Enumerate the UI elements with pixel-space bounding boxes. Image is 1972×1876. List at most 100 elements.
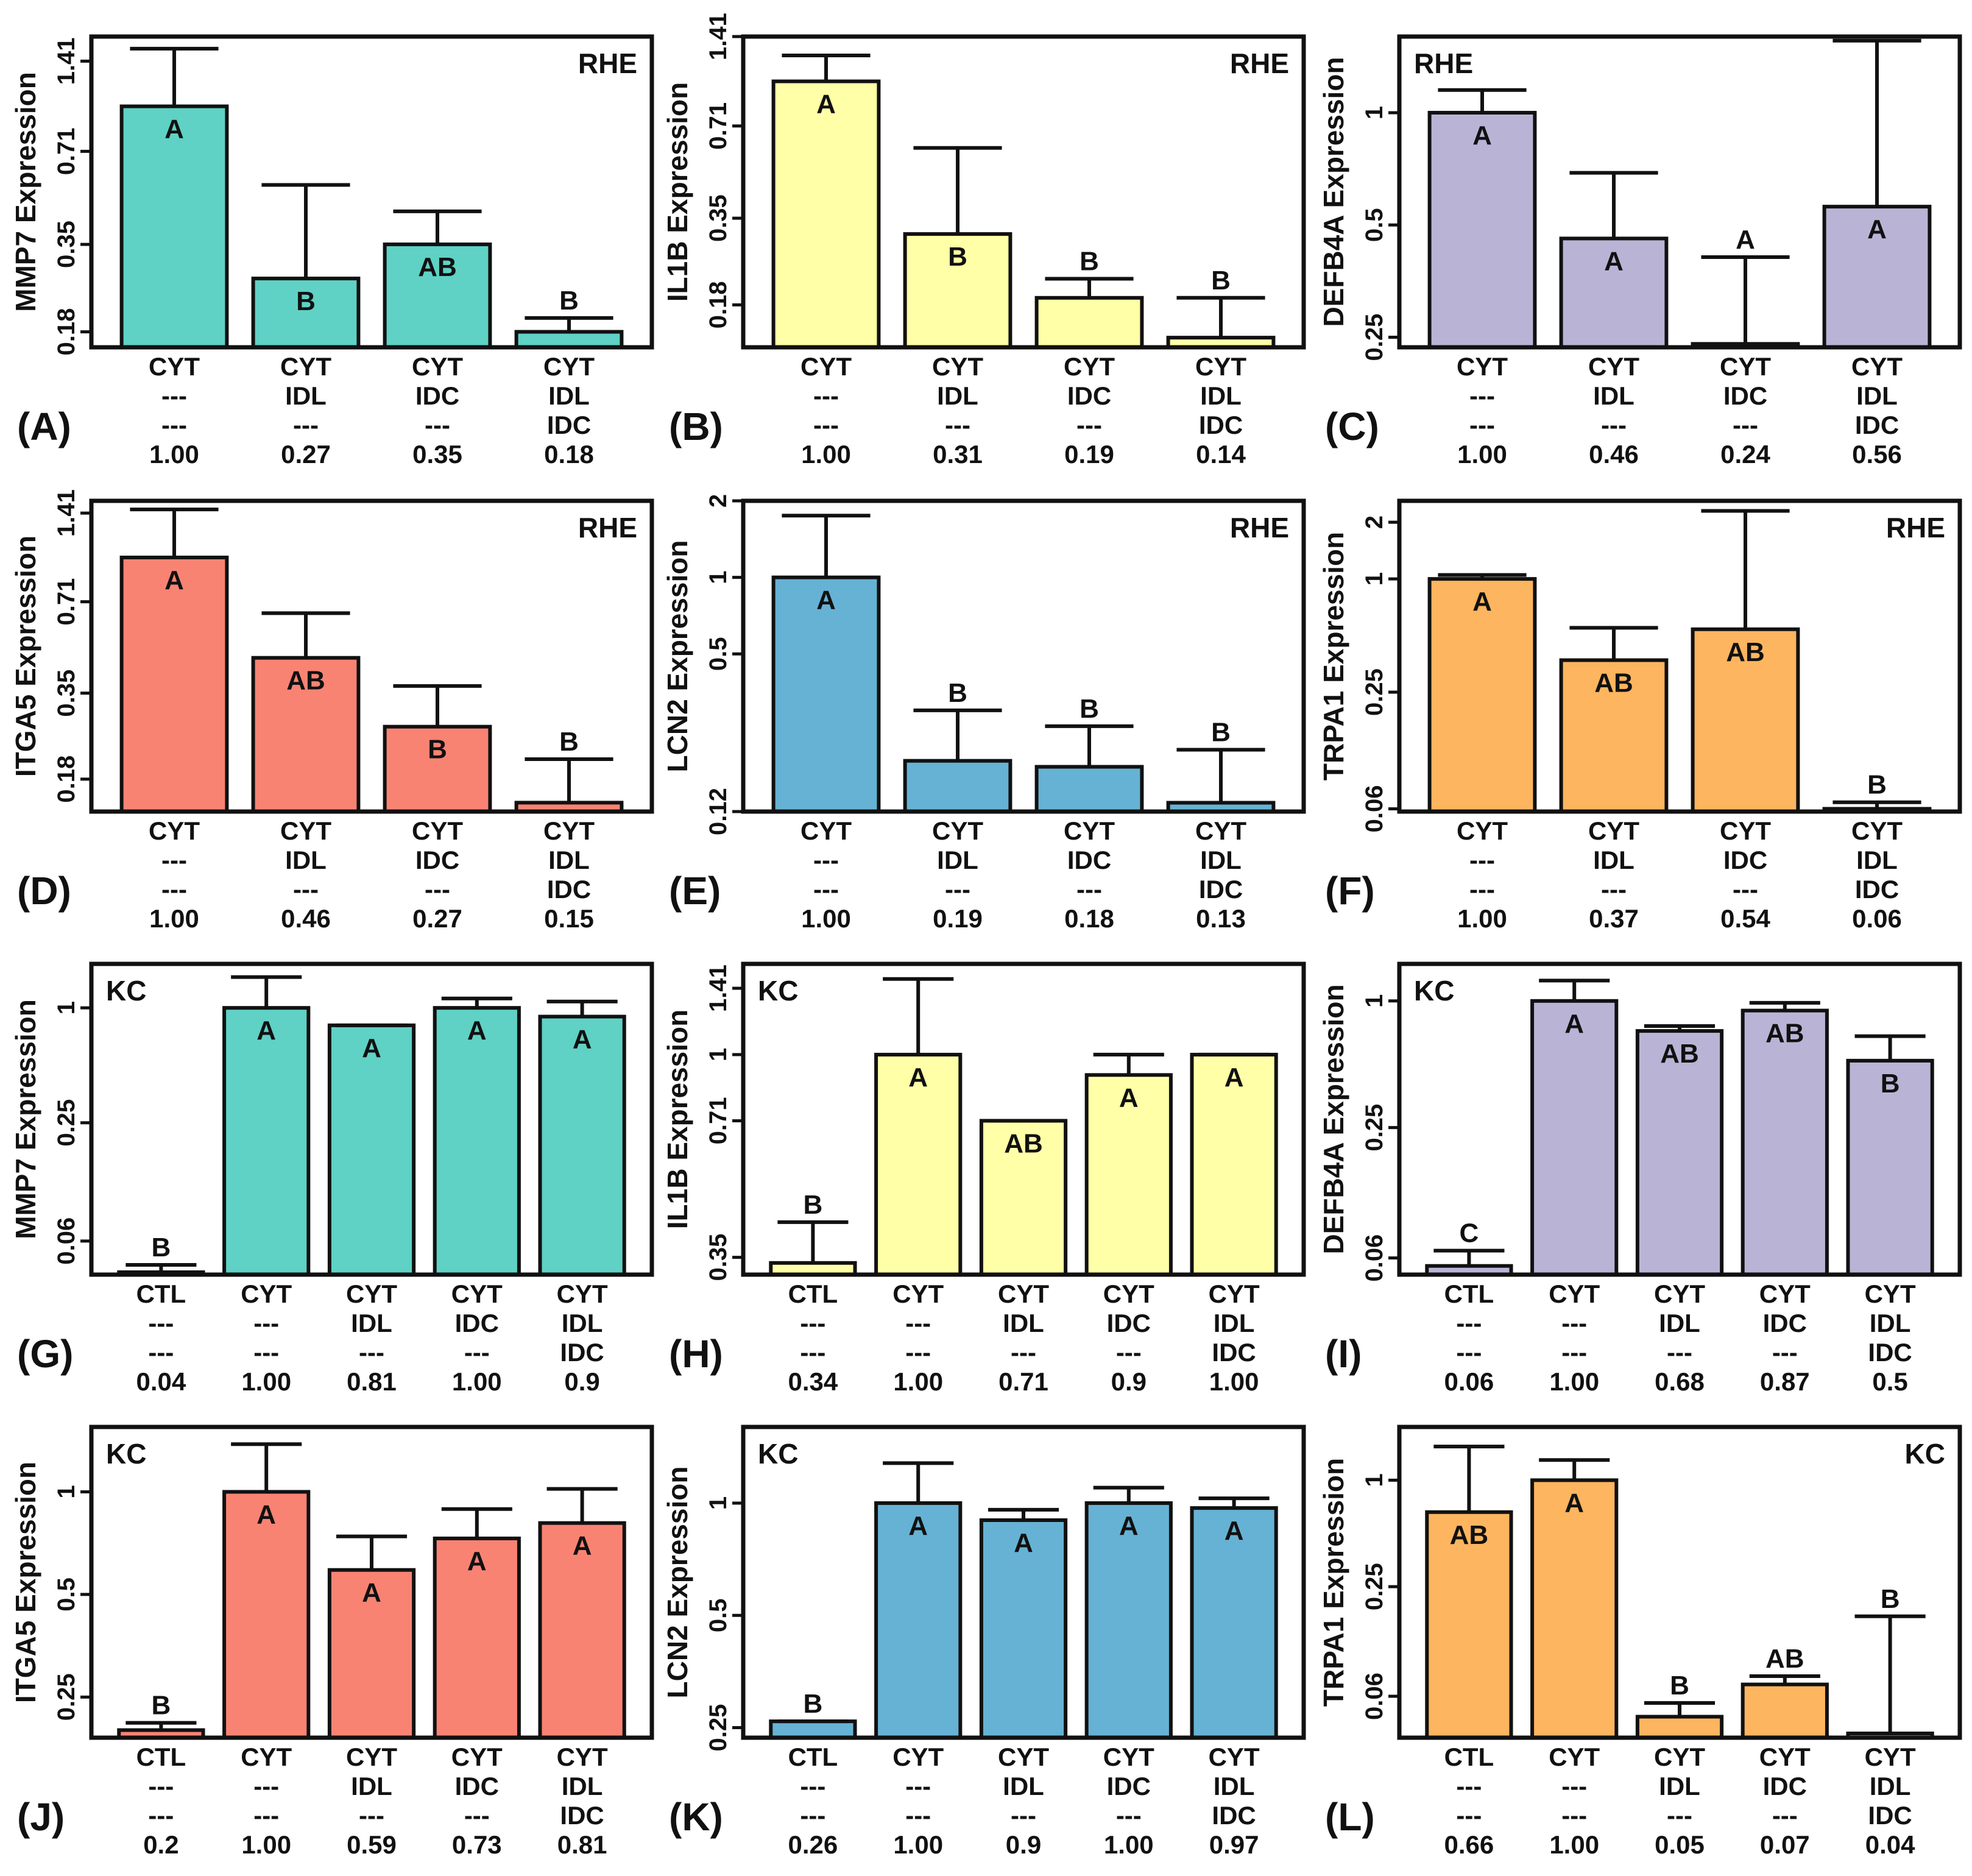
category-label: CTL [1444, 1280, 1494, 1308]
category-label: --- [148, 1801, 174, 1830]
value-label: 0.66 [1444, 1830, 1494, 1859]
category-label: --- [293, 411, 319, 439]
bar [1034, 765, 1144, 814]
y-tick-label: 0.71 [53, 127, 80, 175]
category-label: CYT [1588, 352, 1639, 381]
category-label: IDC [1855, 875, 1899, 904]
category-label: IDC [1067, 846, 1111, 874]
bar [1691, 627, 1800, 813]
y-tick-label: 0.25 [53, 1673, 80, 1721]
category-label: --- [1772, 1801, 1798, 1830]
significance-letter: AB [1594, 668, 1633, 698]
bar [1190, 1052, 1278, 1277]
panel-tag: RHE [1230, 512, 1289, 543]
significance-letter: B [1211, 266, 1231, 296]
category-label: CYT [1759, 1743, 1811, 1771]
y-tick-label: 1.41 [53, 37, 80, 85]
category-label: IDL [548, 846, 590, 874]
category-label: --- [1667, 1801, 1692, 1830]
category-label: --- [148, 1772, 174, 1800]
value-label: 0.18 [544, 440, 594, 469]
y-axis-title: MMP7 Expression [10, 999, 41, 1239]
value-label: 0.19 [933, 904, 983, 933]
significance-letter: AB [418, 252, 457, 282]
panel-letter: (K) [669, 1795, 723, 1839]
panel-tag: RHE [1230, 48, 1289, 79]
category-label: IDC [1763, 1772, 1807, 1800]
category-label: IDL [1593, 381, 1634, 410]
category-label: CTL [788, 1280, 838, 1308]
category-label: CYT [1654, 1743, 1705, 1771]
value-label: 1.00 [1549, 1830, 1599, 1859]
value-label: 0.87 [1760, 1367, 1810, 1396]
category-label: --- [945, 411, 970, 439]
category-label: CYT [346, 1743, 397, 1771]
category-label: --- [1116, 1338, 1142, 1367]
category-label: IDL [1659, 1309, 1700, 1337]
category-label: --- [1561, 1772, 1587, 1800]
panel-tag: KC [758, 1438, 798, 1470]
y-tick-label: 0.06 [53, 1217, 80, 1265]
significance-letter: A [1014, 1528, 1033, 1558]
bar [119, 555, 229, 814]
category-label: IDC [1855, 411, 1899, 439]
plot-frame [1397, 34, 1962, 350]
category-label: IDL [548, 381, 590, 410]
category-label: CYT [892, 1280, 944, 1308]
value-label: 1.00 [893, 1367, 943, 1396]
category-label: CYT [280, 352, 331, 381]
y-tick-label: 1 [705, 571, 732, 584]
category-label: IDC [415, 381, 459, 410]
category-label: CTL [788, 1743, 838, 1771]
bar [1190, 1506, 1278, 1740]
bar [514, 330, 624, 350]
panel-tag: RHE [1414, 48, 1473, 79]
category-label: --- [1733, 411, 1758, 439]
significance-letter: B [948, 242, 967, 272]
significance-letter: A [1867, 214, 1887, 244]
category-label: CYT [149, 816, 200, 845]
category-label: CTL [136, 1280, 186, 1308]
category-label: IDC [415, 846, 459, 874]
category-label: --- [293, 875, 319, 904]
bar [1635, 1715, 1724, 1740]
category-label: IDL [1870, 1772, 1911, 1800]
significance-letter: B [296, 286, 316, 316]
category-label: --- [905, 1309, 931, 1337]
y-tick-label: 0.25 [1361, 668, 1388, 716]
category-label: --- [800, 1309, 825, 1337]
plot-frame [89, 498, 654, 814]
category-label: IDC [1067, 381, 1111, 410]
y-axis-title: IL1B Expression [662, 1010, 693, 1229]
category-label: --- [253, 1309, 279, 1337]
bar [1427, 110, 1537, 349]
y-tick-label: 0.35 [53, 670, 80, 717]
significance-letter: A [816, 586, 836, 615]
significance-letter: A [573, 1531, 592, 1561]
category-label: CYT [543, 816, 595, 845]
category-label: --- [1456, 1309, 1482, 1337]
value-label: 0.31 [933, 440, 983, 469]
panel-tag: RHE [1886, 512, 1945, 543]
category-label: --- [1601, 875, 1627, 904]
bar [1034, 296, 1144, 350]
category-label: CYT [543, 352, 595, 381]
value-label: 0.68 [1655, 1367, 1705, 1396]
y-tick-label: 0.35 [705, 194, 732, 242]
category-label: CYT [1549, 1280, 1600, 1308]
bar [1559, 658, 1669, 813]
value-label: 0.81 [347, 1367, 397, 1396]
category-label: CYT [557, 1743, 608, 1771]
value-label: 1.00 [241, 1830, 291, 1859]
category-label: CYT [998, 1280, 1049, 1308]
significance-letter: A [908, 1511, 928, 1541]
value-label: 0.04 [136, 1367, 186, 1396]
y-tick-label: 0.5 [705, 637, 732, 671]
y-tick-label: 0.5 [1361, 208, 1388, 242]
category-label: CYT [800, 352, 852, 381]
y-tick-label: 1.41 [53, 489, 80, 537]
